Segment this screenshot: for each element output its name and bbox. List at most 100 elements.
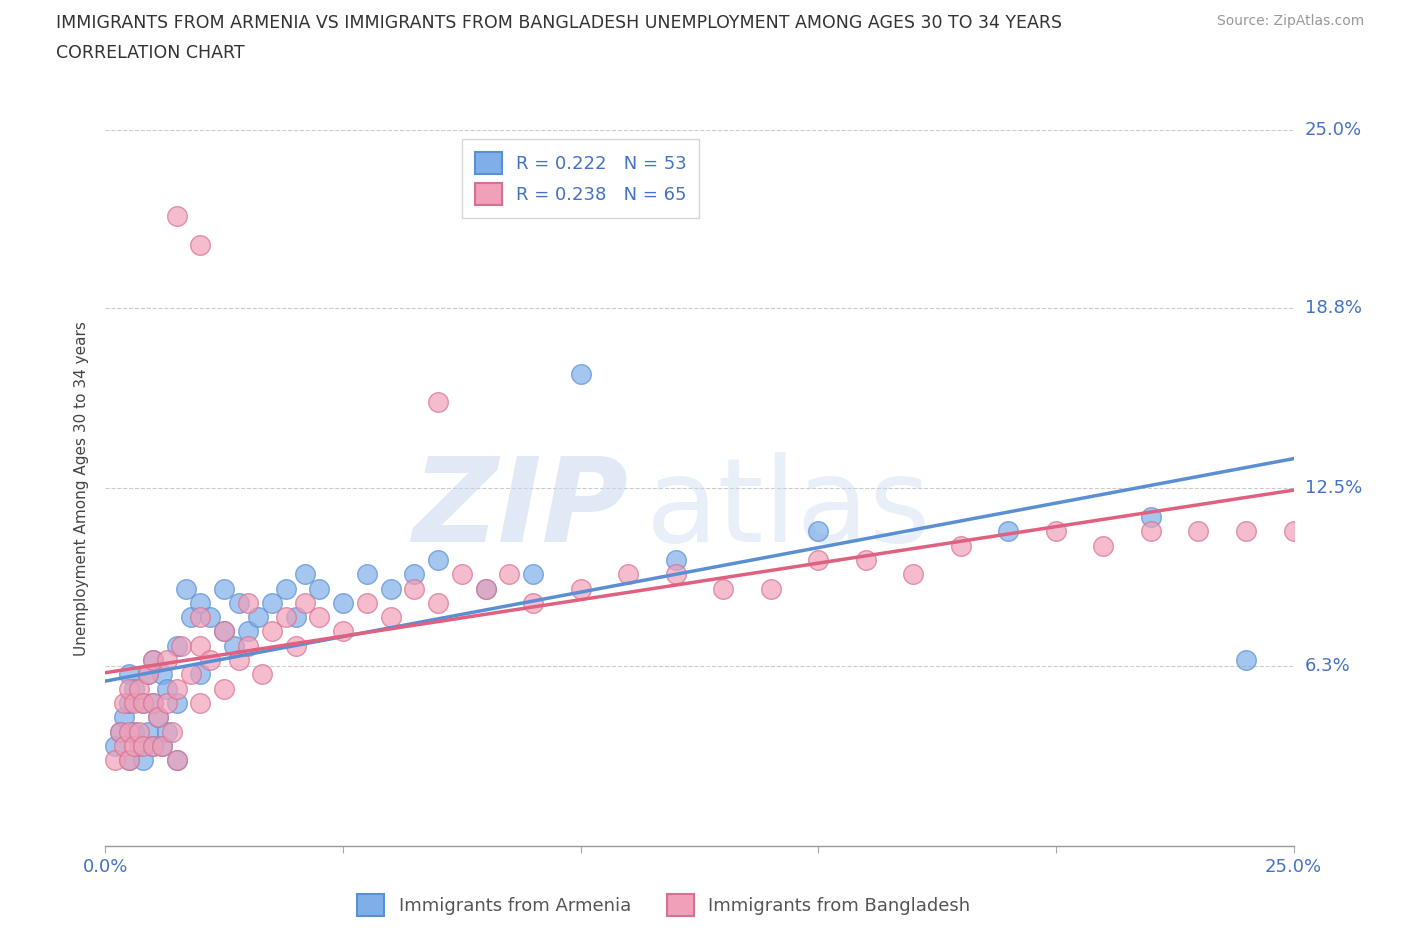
Point xyxy=(903,566,925,581)
Point xyxy=(214,581,236,596)
Point xyxy=(118,682,141,697)
Point xyxy=(190,638,212,653)
Point xyxy=(1045,524,1067,538)
Point xyxy=(132,696,155,711)
Point xyxy=(222,638,245,653)
Point xyxy=(166,753,188,768)
Point xyxy=(1282,524,1305,538)
Point xyxy=(759,581,782,596)
Point xyxy=(170,638,193,653)
Point xyxy=(132,696,155,711)
Point xyxy=(108,724,131,739)
Text: atlas: atlas xyxy=(645,452,931,567)
Point xyxy=(404,581,426,596)
Point xyxy=(308,581,330,596)
Point xyxy=(522,595,544,610)
Point xyxy=(807,524,830,538)
Point xyxy=(404,566,426,581)
Point xyxy=(104,738,127,753)
Point xyxy=(617,566,640,581)
Point xyxy=(190,610,212,625)
Point xyxy=(142,653,165,668)
Point xyxy=(166,638,188,653)
Y-axis label: Unemployment Among Ages 30 to 34 years: Unemployment Among Ages 30 to 34 years xyxy=(75,321,90,656)
Point xyxy=(474,581,496,596)
Point xyxy=(308,610,330,625)
Point xyxy=(855,552,877,567)
Point xyxy=(136,724,159,739)
Point xyxy=(142,696,165,711)
Point xyxy=(132,753,155,768)
Text: CORRELATION CHART: CORRELATION CHART xyxy=(56,44,245,61)
Point xyxy=(450,566,472,581)
Point xyxy=(118,667,141,682)
Point xyxy=(128,738,150,753)
Point xyxy=(152,738,174,753)
Point xyxy=(569,366,592,381)
Point xyxy=(246,610,269,625)
Point xyxy=(190,696,212,711)
Point xyxy=(1234,524,1257,538)
Point xyxy=(356,595,378,610)
Point xyxy=(228,653,250,668)
Point xyxy=(108,724,131,739)
Legend: Immigrants from Armenia, Immigrants from Bangladesh: Immigrants from Armenia, Immigrants from… xyxy=(350,886,977,923)
Point xyxy=(114,696,136,711)
Point xyxy=(114,738,136,753)
Point xyxy=(284,638,307,653)
Text: 18.8%: 18.8% xyxy=(1305,299,1361,317)
Point xyxy=(274,610,297,625)
Point xyxy=(427,552,450,567)
Point xyxy=(1092,538,1115,553)
Point xyxy=(522,566,544,581)
Point xyxy=(1234,653,1257,668)
Point xyxy=(260,624,283,639)
Point xyxy=(128,724,150,739)
Point xyxy=(214,624,236,639)
Point xyxy=(997,524,1019,538)
Point xyxy=(152,667,174,682)
Point xyxy=(294,595,316,610)
Point xyxy=(114,710,136,724)
Point xyxy=(807,552,830,567)
Point xyxy=(236,638,259,653)
Point xyxy=(132,738,155,753)
Point xyxy=(252,667,274,682)
Point xyxy=(498,566,520,581)
Point xyxy=(214,624,236,639)
Point xyxy=(1187,524,1209,538)
Point xyxy=(118,724,141,739)
Point xyxy=(190,237,212,252)
Point xyxy=(198,610,221,625)
Point xyxy=(166,753,188,768)
Point xyxy=(380,581,402,596)
Point xyxy=(1140,510,1163,525)
Point xyxy=(146,710,169,724)
Point xyxy=(142,696,165,711)
Point xyxy=(118,696,141,711)
Point xyxy=(104,753,127,768)
Point xyxy=(128,682,150,697)
Point xyxy=(160,724,183,739)
Point xyxy=(190,595,212,610)
Point xyxy=(228,595,250,610)
Point xyxy=(474,581,496,596)
Point xyxy=(136,667,159,682)
Point xyxy=(166,208,188,223)
Point xyxy=(122,724,145,739)
Point xyxy=(156,724,179,739)
Point xyxy=(152,738,174,753)
Point xyxy=(1140,524,1163,538)
Point xyxy=(332,595,354,610)
Point xyxy=(180,610,202,625)
Point xyxy=(142,738,165,753)
Point xyxy=(284,610,307,625)
Text: 25.0%: 25.0% xyxy=(1305,121,1362,140)
Text: Source: ZipAtlas.com: Source: ZipAtlas.com xyxy=(1216,14,1364,28)
Point xyxy=(711,581,734,596)
Point xyxy=(332,624,354,639)
Point xyxy=(156,653,179,668)
Point xyxy=(949,538,972,553)
Point xyxy=(156,696,179,711)
Point xyxy=(142,653,165,668)
